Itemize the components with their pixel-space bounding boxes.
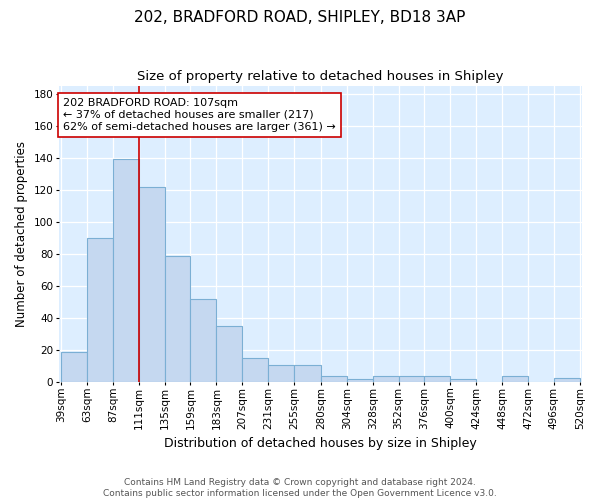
Bar	[294, 364, 321, 382]
Bar	[398, 376, 424, 382]
Bar	[217, 326, 242, 382]
Bar	[87, 238, 113, 382]
Bar	[190, 299, 217, 382]
Bar	[113, 160, 139, 382]
Bar	[451, 379, 476, 382]
Bar	[347, 379, 373, 382]
Bar	[321, 376, 347, 382]
Bar	[61, 352, 87, 382]
Bar	[139, 186, 164, 382]
Title: Size of property relative to detached houses in Shipley: Size of property relative to detached ho…	[137, 70, 503, 83]
Bar	[502, 376, 528, 382]
Text: 202 BRADFORD ROAD: 107sqm
← 37% of detached houses are smaller (217)
62% of semi: 202 BRADFORD ROAD: 107sqm ← 37% of detac…	[63, 98, 336, 132]
Bar	[554, 378, 580, 382]
Bar	[242, 358, 268, 382]
Y-axis label: Number of detached properties: Number of detached properties	[15, 141, 28, 327]
Text: 202, BRADFORD ROAD, SHIPLEY, BD18 3AP: 202, BRADFORD ROAD, SHIPLEY, BD18 3AP	[134, 10, 466, 25]
Bar	[424, 376, 451, 382]
Bar	[164, 256, 190, 382]
X-axis label: Distribution of detached houses by size in Shipley: Distribution of detached houses by size …	[164, 437, 477, 450]
Text: Contains HM Land Registry data © Crown copyright and database right 2024.
Contai: Contains HM Land Registry data © Crown c…	[103, 478, 497, 498]
Bar	[373, 376, 398, 382]
Bar	[268, 364, 294, 382]
